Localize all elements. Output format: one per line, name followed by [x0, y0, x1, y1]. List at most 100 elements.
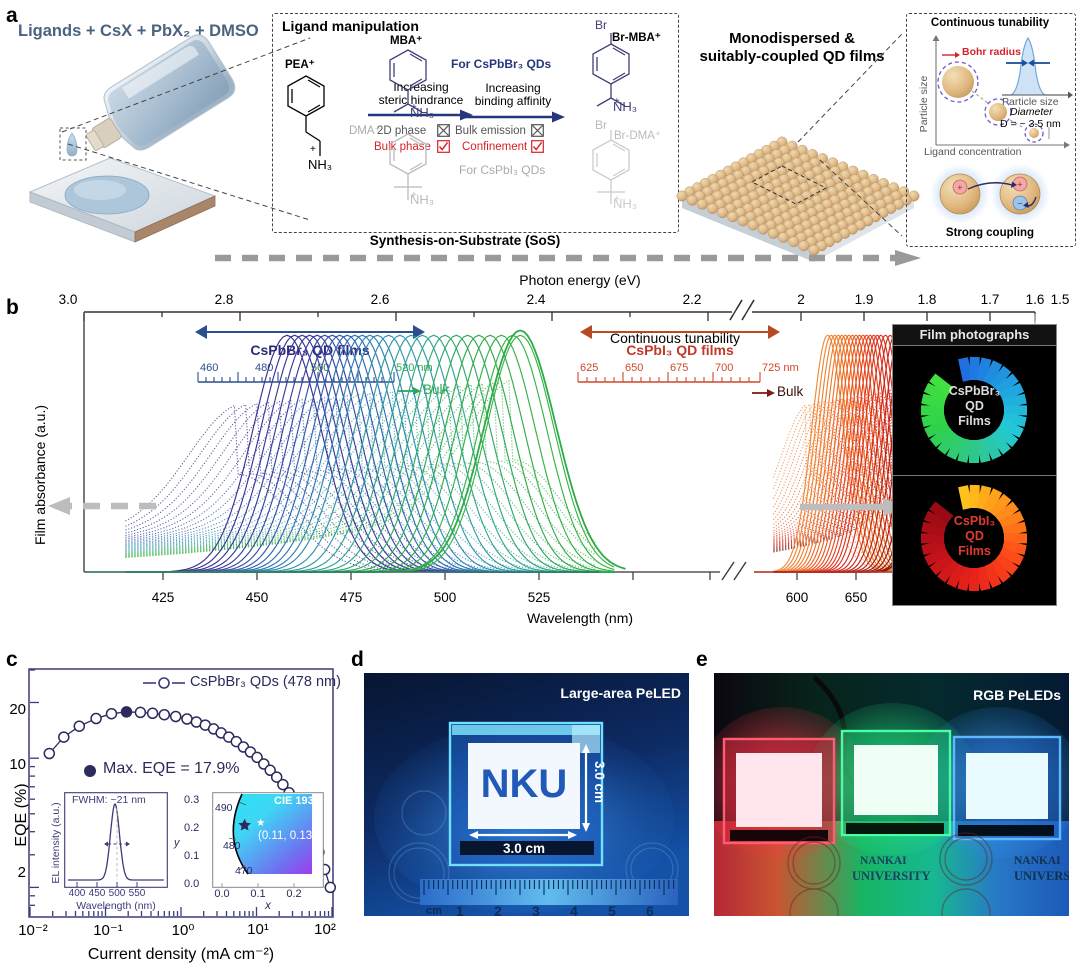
check1a-label: 2D phase	[377, 125, 427, 137]
strong-coupling-illustration: + + −	[930, 164, 1050, 224]
diameter-label-line1: Diameter	[1010, 106, 1053, 118]
panel-b-label: b	[6, 296, 19, 319]
arrow2-icon	[462, 111, 565, 123]
qd-film-selection	[750, 165, 828, 205]
ligand-br-mba-label: Br-MBA⁺	[612, 32, 661, 44]
continuous-tunability-title: Continuous tunability	[930, 17, 1050, 29]
el-xlabel: Wavelength (nm)	[76, 900, 156, 912]
d-ruler-6: 6	[646, 903, 654, 916]
film-photo-cspbi3: CsPbI₃ QD Films	[893, 475, 1056, 605]
cie-locus-480: 480	[223, 840, 241, 852]
bottle-substrate-illustration	[28, 34, 236, 243]
tunability-ylabel: Particle size	[918, 75, 930, 133]
photo1-line2: QD	[965, 399, 984, 413]
cie-yticklabels: 0.3 0.2 0.1 0.0	[178, 792, 210, 892]
check2b-label: Confinement	[462, 141, 528, 153]
d-ruler-2: 2	[494, 903, 502, 916]
panel-a: a Ligands + CsX + PbX₂ + DMSO	[0, 0, 1080, 272]
el-xtick-500: 500	[108, 888, 126, 899]
for-cspbbr3-label: For CsPbBr₃ QDs	[451, 57, 552, 71]
svg-text:+: +	[614, 96, 620, 107]
el-xtick-450: 450	[88, 888, 106, 899]
arrow2-line2: binding affinity	[474, 94, 552, 108]
el-xticklabels: 400 450 500 550	[64, 888, 168, 902]
br-mba-structure: +	[592, 33, 630, 107]
cspbi3-ruler	[577, 372, 761, 383]
ruler-ticklabels: 1 2 3 4 5 6	[364, 903, 689, 916]
ruler-i-625: 625	[580, 362, 599, 374]
dim-height-label: 3.0 cm	[592, 761, 607, 804]
el-xtick-400: 400	[68, 888, 86, 899]
arrow-right-grey-icon	[800, 498, 905, 516]
panel-e-caption: RGB PeLEDs	[973, 687, 1061, 703]
wl-600: 600	[785, 590, 809, 605]
tick-1-9: 1.9	[854, 292, 874, 307]
cie-ytick-03: 0.3	[184, 794, 200, 806]
eqe-xticklabels: 10⁻² 10⁻¹ 10⁰ 10¹ 10²	[0, 921, 345, 943]
eqe-yticklabels: 20 10 2	[0, 668, 30, 918]
tick-2-2: 2.2	[682, 292, 702, 307]
wl-475: 475	[339, 590, 363, 605]
eqe-ytick-2: 2	[17, 864, 26, 881]
watermark-university-1: UNIVERSITY	[852, 869, 931, 883]
dim-width-label: 3.0 cm	[502, 841, 546, 856]
ruler-unit-label: cm	[426, 905, 442, 916]
photo1-line3: Films	[958, 414, 991, 428]
ruler-br-460: 460	[200, 362, 219, 374]
mba-structure: +	[389, 49, 427, 113]
svg-text:+: +	[1017, 180, 1022, 190]
diameter-label-line2: D = ~ 3.5 nm	[1000, 118, 1061, 130]
cross-box-1-icon	[437, 124, 450, 137]
tick-2-0: 2	[797, 292, 805, 307]
cspbbr3-ruler	[197, 372, 395, 383]
eqe-xtick-4: 10¹	[247, 921, 269, 938]
film-photographs-title: Film photographs	[893, 325, 1056, 346]
mba-nh3-label: NH₃	[410, 105, 435, 120]
check-box-2-icon	[531, 140, 544, 153]
cie-xticklabels: 0.0 0.1 0.2	[212, 888, 324, 902]
photo1-line1: CsPbBr₃	[948, 384, 1001, 398]
el-title: FWHM: ~21 nm	[72, 794, 146, 806]
arrow2-line1: Increasing	[485, 81, 541, 95]
eqe-legend-marker	[143, 677, 185, 689]
wl-650: 650	[844, 590, 868, 605]
arrow-left-grey-icon	[48, 497, 156, 515]
ruler-i-700: 700	[715, 362, 734, 374]
blue-peled	[952, 735, 1062, 841]
substrate-plate	[28, 157, 217, 243]
wl-450: 450	[245, 590, 269, 605]
ligand-manipulation-box	[272, 13, 679, 233]
photo2-line3: Films	[958, 544, 991, 558]
tick-1-7: 1.7	[980, 292, 1000, 307]
photon-energy-ticklabels-left: 3.0 2.8 2.6 2.4 2.2 2 1.9 1.8 1.7 1.6	[0, 292, 1080, 310]
red-peled	[722, 737, 836, 845]
panel-e: e	[690, 646, 1080, 971]
cie-diagram-inset: y 0.3 0.2 0.1 0.0	[174, 792, 328, 914]
qd-film-title-line1: Monodispersed &	[729, 30, 855, 47]
arrow1-line2: steric hindrance	[378, 93, 464, 107]
max-eqe-marker	[84, 765, 96, 777]
qd-film-title-line2: suitably-coupled QD films	[699, 48, 885, 65]
panel-c: c EQE (%) CsPbBr₃ QDs (478 nm) Max. EQE …	[0, 646, 345, 971]
wl-425: 425	[151, 590, 175, 605]
bulk-label-right: Bulk	[777, 384, 804, 399]
leader-lines-right	[797, 33, 903, 237]
cie-ytick-00: 0.0	[184, 878, 200, 890]
cie-ytick-01: 0.1	[184, 850, 200, 862]
d-ruler-4: 4	[570, 903, 578, 916]
panel-d-caption: Large-area PeLED	[560, 685, 681, 701]
for-cspbi3-label: For CsPbI₃ QDs	[459, 163, 546, 177]
peak-xlabel: Particle size	[1002, 96, 1059, 108]
film-photo-cspbbr3: CsPbBr₃ QD Films	[893, 346, 1056, 474]
svg-text:+: +	[411, 190, 417, 201]
qd-dots-layer	[676, 136, 920, 256]
photon-energy-axis-title: Photon energy (eV)	[519, 272, 641, 288]
eqe-xtick-1: 10⁻²	[18, 922, 48, 939]
tick-1-8: 1.8	[917, 292, 937, 307]
watermark-university-2: UNIVERSITY	[1014, 869, 1069, 883]
cie-xlabel: x	[265, 900, 271, 912]
wl-500: 500	[433, 590, 457, 605]
svg-text:+: +	[614, 194, 620, 205]
arrow1-line1: Increasing	[393, 80, 449, 94]
panel-c-label: c	[6, 648, 18, 671]
